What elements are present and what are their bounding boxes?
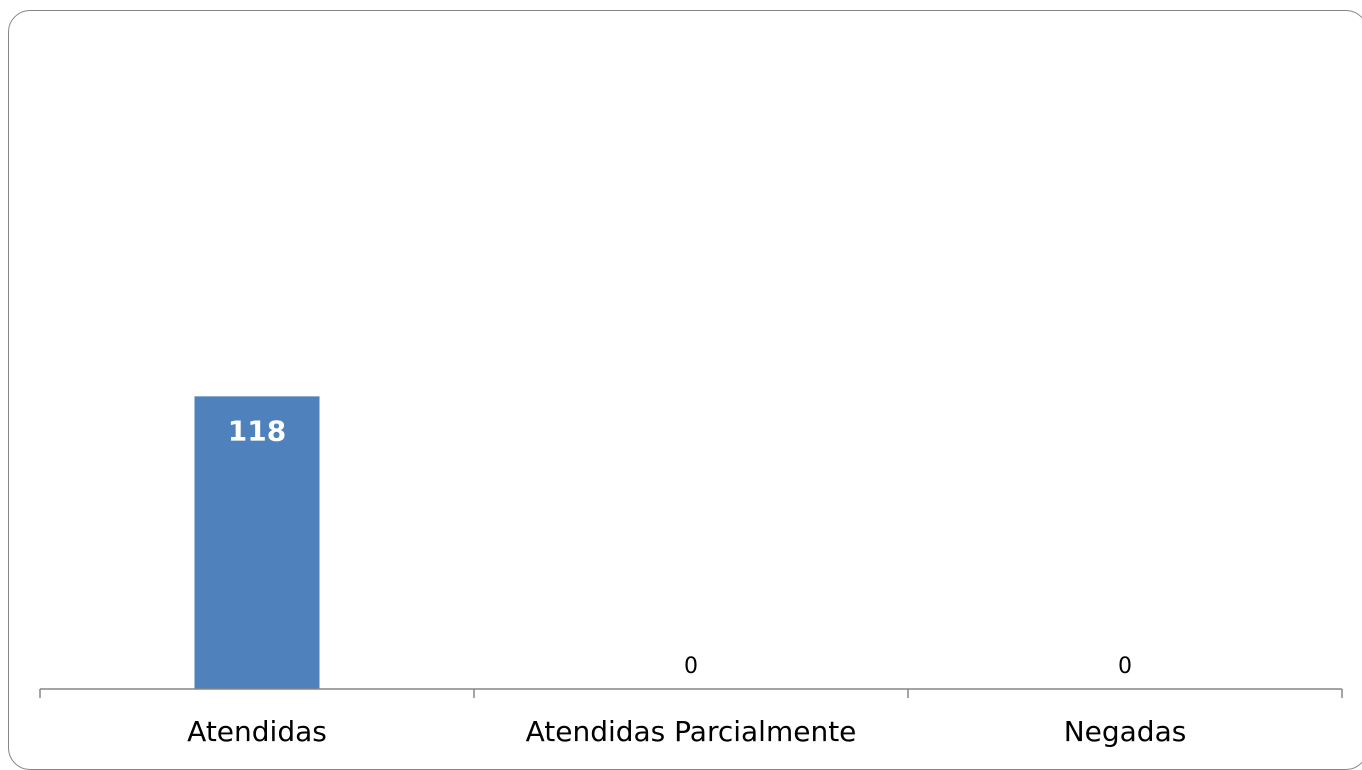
category-label: Negadas xyxy=(1064,715,1187,748)
data-label: 0 xyxy=(684,654,698,679)
bar xyxy=(194,396,320,689)
labels-layer: 118 Atendidas 0 Atendidas Parcialmente 0 Nega… xyxy=(187,414,1186,748)
data-label: 118 xyxy=(228,414,286,447)
bars-layer xyxy=(194,396,320,689)
category-label: Atendidas xyxy=(187,715,327,748)
category-label: Atendidas Parcialmente xyxy=(526,715,857,748)
x-axis xyxy=(39,688,1343,698)
data-label: 0 xyxy=(1118,654,1132,679)
